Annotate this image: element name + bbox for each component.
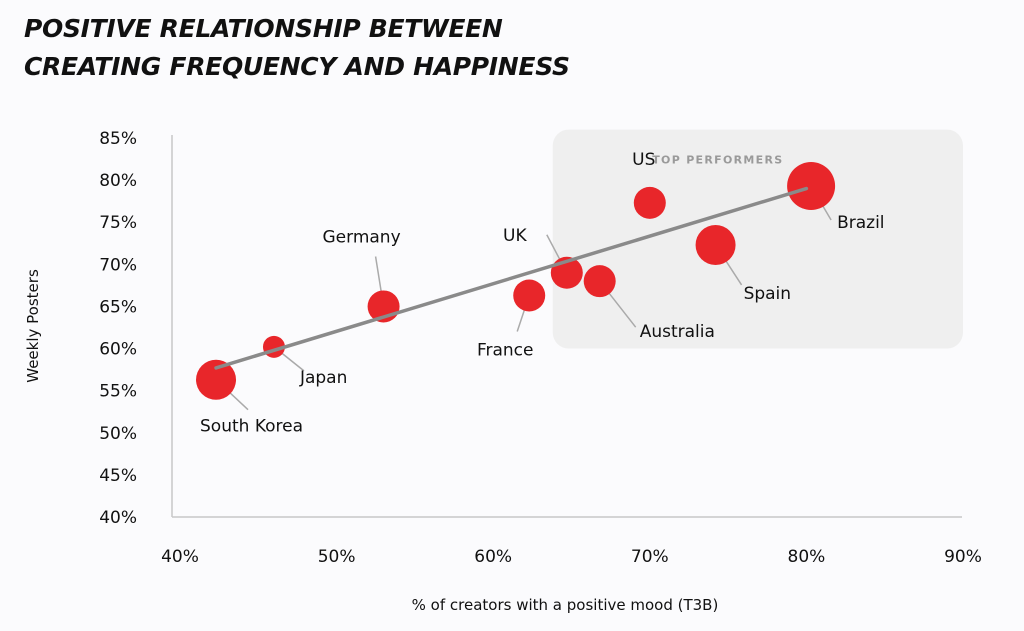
point-label: Japan (299, 368, 347, 388)
x-tick-label: 90% (944, 547, 982, 567)
x-tick-label: 80% (788, 547, 826, 567)
point-label: Australia (640, 322, 715, 342)
point-label: Germany (323, 227, 401, 247)
point-label: Brazil (837, 213, 884, 233)
point-labels: South Korea Japan Germany France UK Australia… (200, 150, 885, 437)
point-label: France (477, 340, 534, 360)
x-tick-labels: 40% 50% 60% 70% 80% 90% (161, 547, 982, 567)
x-tick-label: 70% (631, 547, 669, 567)
point-label: South Korea (200, 417, 303, 437)
data-point-us (633, 186, 666, 219)
data-point-france (513, 279, 546, 312)
y-tick-label: 55% (99, 382, 137, 402)
y-tick-labels: 85% 80% 75% 70% 65% 60% 55% 50% 45% 40% (99, 129, 137, 528)
point-label: UK (503, 226, 527, 246)
data-point-south-korea (196, 359, 237, 400)
y-tick-label: 40% (99, 508, 137, 528)
y-tick-label: 75% (99, 213, 137, 233)
point-label: Spain (744, 284, 792, 304)
point-label: US (632, 150, 655, 170)
x-axis-label: % of creators with a positive mood (T3B) (412, 596, 719, 614)
chart-title-line-2: CREATING FREQUENCY AND HAPPINESS (24, 52, 570, 81)
y-tick-label: 45% (99, 466, 137, 486)
x-tick-label: 60% (474, 547, 512, 567)
data-point-spain (695, 224, 736, 265)
data-point-brazil (787, 162, 836, 211)
y-tick-label: 50% (99, 424, 137, 444)
trendline (214, 186, 809, 370)
y-axis-label: Weekly Posters (24, 269, 42, 383)
top-performers-label: TOP PERFORMERS (652, 154, 783, 167)
x-tick-label: 40% (161, 547, 199, 567)
data-points (196, 162, 836, 400)
y-tick-label: 65% (99, 297, 137, 317)
y-tick-label: 85% (99, 129, 137, 149)
data-point-australia (583, 265, 616, 298)
top-performers-box (552, 129, 963, 349)
x-tick-label: 50% (318, 547, 356, 567)
y-tick-label: 80% (99, 171, 137, 191)
chart-title-line-1: POSITIVE RELATIONSHIP BETWEEN (24, 14, 503, 43)
y-tick-label: 60% (99, 340, 137, 360)
y-tick-label: 70% (99, 255, 137, 275)
